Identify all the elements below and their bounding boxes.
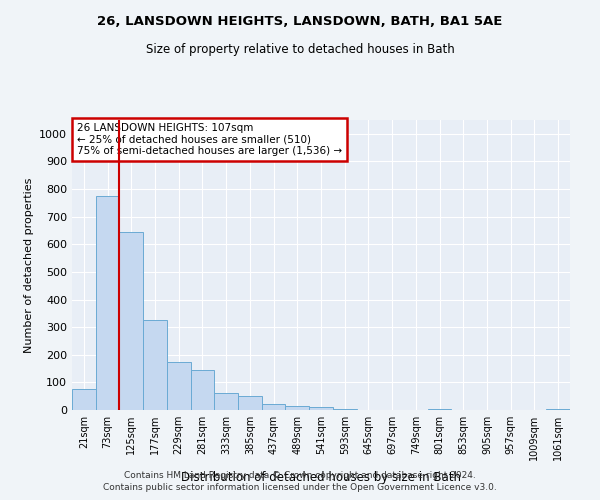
Text: Contains public sector information licensed under the Open Government Licence v3: Contains public sector information licen… [103,484,497,492]
Bar [333,408,356,410]
Text: Contains HM Land Registry data © Crown copyright and database right 2024.: Contains HM Land Registry data © Crown c… [124,471,476,480]
Bar [119,232,143,410]
Bar [262,404,286,410]
Text: Size of property relative to detached houses in Bath: Size of property relative to detached ho… [146,42,454,56]
Text: 26, LANSDOWN HEIGHTS, LANSDOWN, BATH, BA1 5AE: 26, LANSDOWN HEIGHTS, LANSDOWN, BATH, BA… [97,15,503,28]
Bar [191,370,214,410]
Bar [167,362,191,410]
Bar [546,408,570,410]
Bar [143,320,167,410]
Bar [286,406,309,410]
Bar [214,394,238,410]
Bar [72,390,96,410]
Bar [96,196,119,410]
Bar [428,408,451,410]
X-axis label: Distribution of detached houses by size in Bath: Distribution of detached houses by size … [181,471,461,484]
Bar [309,407,333,410]
Bar [238,396,262,410]
Text: 26 LANSDOWN HEIGHTS: 107sqm
← 25% of detached houses are smaller (510)
75% of se: 26 LANSDOWN HEIGHTS: 107sqm ← 25% of det… [77,123,342,156]
Y-axis label: Number of detached properties: Number of detached properties [23,178,34,352]
